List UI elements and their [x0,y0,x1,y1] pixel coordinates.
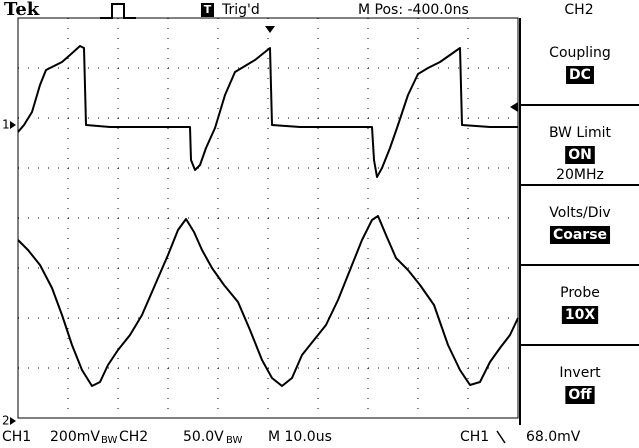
ch2-marker: 2 [2,414,10,428]
menu-value: Coarse [553,227,607,243]
trigger-status: Trig'd [221,2,260,18]
ch1-marker-arrow [10,121,16,129]
footer-ch2: CH2 [119,429,148,445]
trig-icon-letter: T [204,3,212,16]
brand: Tek [4,0,40,20]
menu-item[interactable]: Volts/Div Coarse [549,205,611,244]
menu-value-highlight [565,146,595,164]
menu-label: Invert [559,365,601,381]
menu-value-highlight [549,226,611,244]
footer-timebase: M 10.0us [268,429,332,445]
menu-value: Off [568,387,592,403]
menu-value: DC [569,67,591,83]
graticule-border [17,17,519,419]
trigger-pos-marker [265,26,275,33]
footer-ch1-bw: BW [101,435,118,446]
menu-extra: 20MHz [556,167,604,183]
menu-value: ON [568,147,592,163]
trig-icon [201,3,214,17]
menu-label: Coupling [549,45,611,61]
menu-label: Volts/Div [549,205,610,221]
menu-item[interactable]: Coupling DC [549,45,611,84]
menu-item[interactable]: Probe 10X [560,285,600,324]
footer-ch2-bw: BW [226,435,243,446]
trigger-slope-icon [496,430,506,444]
footer-ch1: CH1 [2,429,31,445]
menu-item[interactable]: BW Limit ON 20MHz [549,125,612,183]
menu-value-highlight [561,306,599,324]
graticule [18,18,518,418]
m-position: M Pos: -400.0ns [358,2,469,18]
ch2-trace [17,215,519,387]
menu-value-highlight [566,66,594,84]
side-menu: Coupling DC BW Limit ON 20MHz Volts/Div Coarse… [519,18,639,425]
ch2-marker-arrow [10,417,16,425]
ch1-trace [17,45,518,178]
footer-trigger-source: CH1 [460,429,489,445]
footer-ch2-scale: 50.0V [183,429,224,445]
footer-trigger-level: 68.0mV [526,429,581,445]
menu-label: Probe [560,285,600,301]
menu-value: 10X [565,307,595,323]
menu-value-highlight [565,386,595,404]
footer-ch1-scale: 200mV [50,429,100,445]
ch1-marker: 1 [2,118,10,132]
menu-label: BW Limit [549,125,612,141]
trigger-level-marker [510,102,518,112]
menu-channel: CH2 [564,2,593,18]
menu-item[interactable]: Invert Off [559,365,601,404]
